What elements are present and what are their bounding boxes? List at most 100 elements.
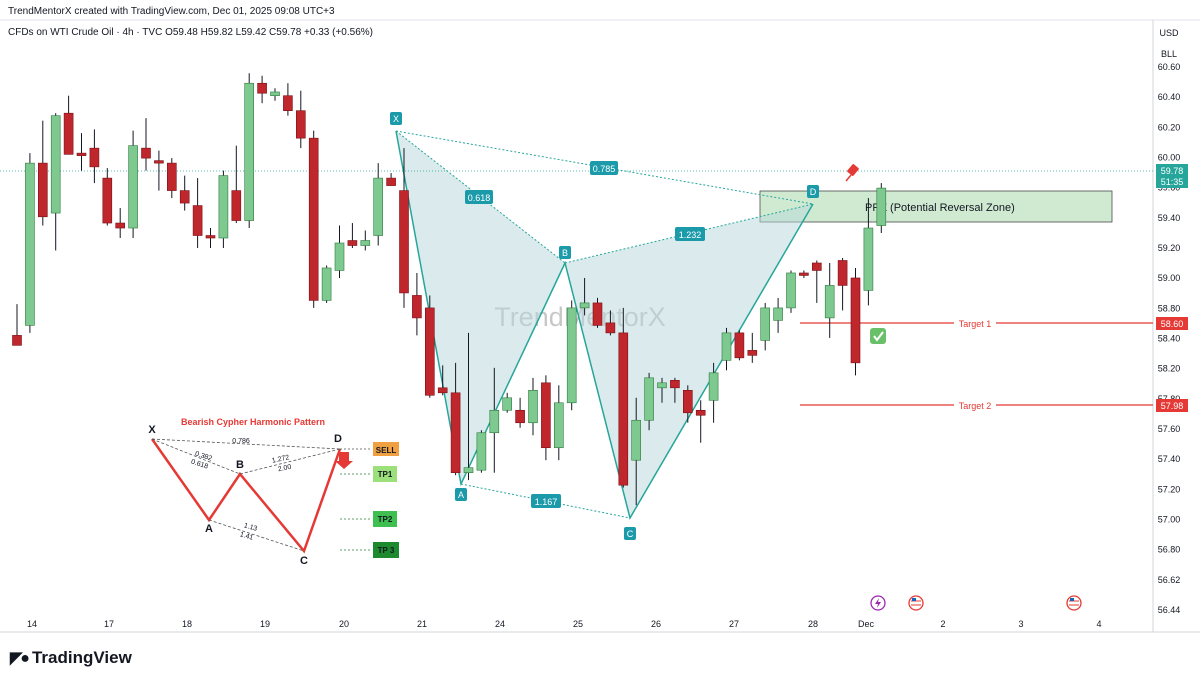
candle-body — [502, 397, 513, 411]
time-tick-label: 3 — [1018, 619, 1023, 629]
diagram-tp3-label: TP 3 — [378, 546, 395, 555]
ratio-ac-badge — [531, 494, 561, 508]
event-markers — [870, 595, 1082, 611]
diagram-point-x: X — [148, 424, 156, 436]
candle-body — [115, 222, 125, 229]
candle-body — [37, 162, 48, 218]
candle-body — [541, 382, 551, 449]
candle-body — [76, 152, 87, 156]
candle-body — [50, 115, 61, 214]
ratio-line-ac — [460, 483, 631, 519]
candle-body — [295, 110, 306, 139]
time-tick-label: 25 — [573, 619, 583, 629]
time-tick-label: 18 — [182, 619, 192, 629]
ratio-xd-label: 0.785 — [593, 164, 616, 174]
candle-body — [824, 285, 835, 319]
candle-body — [837, 260, 848, 286]
price-tick-label: 57.20 — [1158, 484, 1181, 494]
diagram-point-c: C — [300, 555, 308, 567]
candle-body — [760, 307, 771, 341]
ratio-bd-badge — [675, 227, 705, 241]
candle-body — [811, 262, 822, 271]
candle-body — [334, 242, 345, 271]
candle-body — [257, 82, 267, 94]
candle-body — [424, 307, 435, 396]
point-x-badge — [390, 112, 402, 125]
price-tick-label: 60.00 — [1158, 153, 1181, 163]
pin-icon — [845, 164, 859, 182]
candle-body — [347, 240, 358, 246]
point-a-label: A — [458, 490, 464, 500]
point-d-label: D — [810, 187, 817, 197]
point-x-label: X — [393, 114, 399, 124]
price-tick-label: 56.44 — [1158, 605, 1181, 615]
diagram-xd-line — [151, 438, 341, 450]
diagram-ratio-ac-1: 1.13 — [243, 522, 258, 533]
target-lines: Target 1 Target 2 — [800, 317, 1153, 411]
candle-body — [128, 145, 138, 229]
diagram-tp1-label: TP1 — [378, 470, 393, 479]
cypher-pattern-diagram: Bearish Cypher Harmonic Pattern X A B C … — [148, 417, 399, 567]
candle-body — [657, 382, 667, 389]
price-tick-label: 57.80 — [1158, 394, 1181, 404]
tradingview-logo-text: TradingView — [31, 648, 132, 667]
candle-body — [25, 162, 35, 326]
time-axis[interactable]: 14 17 18 19 20 21 24 25 26 27 28 Dec 2 3 4 — [27, 619, 1102, 629]
diagram-bd-line — [239, 448, 341, 475]
price-tick-label: 59.40 — [1158, 213, 1181, 223]
candle-body — [321, 267, 332, 301]
price-tick-label: 57.40 — [1158, 454, 1181, 464]
price-tick-label: 58.40 — [1158, 334, 1181, 344]
diagram-sell-label: SELL — [376, 446, 397, 455]
time-tick-label: 14 — [27, 619, 37, 629]
candle-body — [515, 409, 525, 424]
ratio-line-bd — [564, 203, 814, 264]
point-c-label: C — [627, 529, 634, 539]
tradingview-logo-icon: ◤● — [10, 650, 30, 667]
candle-body — [786, 272, 796, 309]
candle-body — [695, 409, 706, 416]
price-tick-label: 57.60 — [1158, 424, 1181, 434]
price-tick-label: 56.80 — [1158, 545, 1181, 555]
target-hit-check-icon — [870, 328, 886, 344]
price-tick-label: 60.60 — [1158, 62, 1181, 72]
target-1-label: Target 1 — [959, 319, 992, 329]
candle-body — [734, 332, 745, 359]
candle-body — [799, 272, 809, 276]
target-2-label-bg — [954, 399, 996, 411]
ratio-bd-label: 1.232 — [679, 230, 702, 240]
candle-body — [283, 95, 293, 111]
price-tick-label: 60.40 — [1158, 92, 1181, 102]
price-tick-label: 57.00 — [1158, 515, 1181, 525]
candle-body — [167, 162, 177, 191]
candle-body — [566, 307, 577, 404]
candle-body — [360, 240, 371, 246]
lightning-icon — [875, 598, 881, 608]
target-1-price-tag — [1156, 317, 1188, 330]
candles — [12, 73, 887, 506]
point-c-badge — [624, 527, 636, 540]
candle-body — [476, 432, 487, 471]
time-tick-label: 21 — [417, 619, 427, 629]
candle-body — [141, 147, 151, 159]
candle-body — [708, 372, 719, 401]
price-axis[interactable]: 60.6060.4060.2060.0059.6059.4059.2059.00… — [1158, 62, 1181, 615]
candle-body — [192, 205, 203, 236]
candle-body — [876, 187, 887, 226]
pattern-fill-bcd — [565, 204, 813, 518]
prz-label: PRZ (Potential Reversal Zone) — [865, 202, 1015, 214]
attribution-text: TrendMentorX created with TradingView.co… — [8, 6, 335, 17]
diagram-point-b: B — [236, 459, 244, 471]
flag-canton — [1070, 598, 1074, 601]
ratio-line-xd — [395, 130, 814, 205]
candle-body — [244, 82, 254, 221]
point-b-label: B — [562, 248, 568, 258]
symbol-info[interactable]: CFDs on WTI Crude Oil · 4h · TVC O59.48 … — [8, 27, 373, 38]
diagram-ratio-ad-2: 2.00 — [277, 464, 292, 474]
tradingview-logo[interactable]: ◤● TradingView — [10, 648, 132, 668]
ratio-xb-label: 0.618 — [468, 193, 491, 203]
target-2-price-tag — [1156, 399, 1188, 412]
target-2-price: 57.98 — [1161, 401, 1184, 411]
